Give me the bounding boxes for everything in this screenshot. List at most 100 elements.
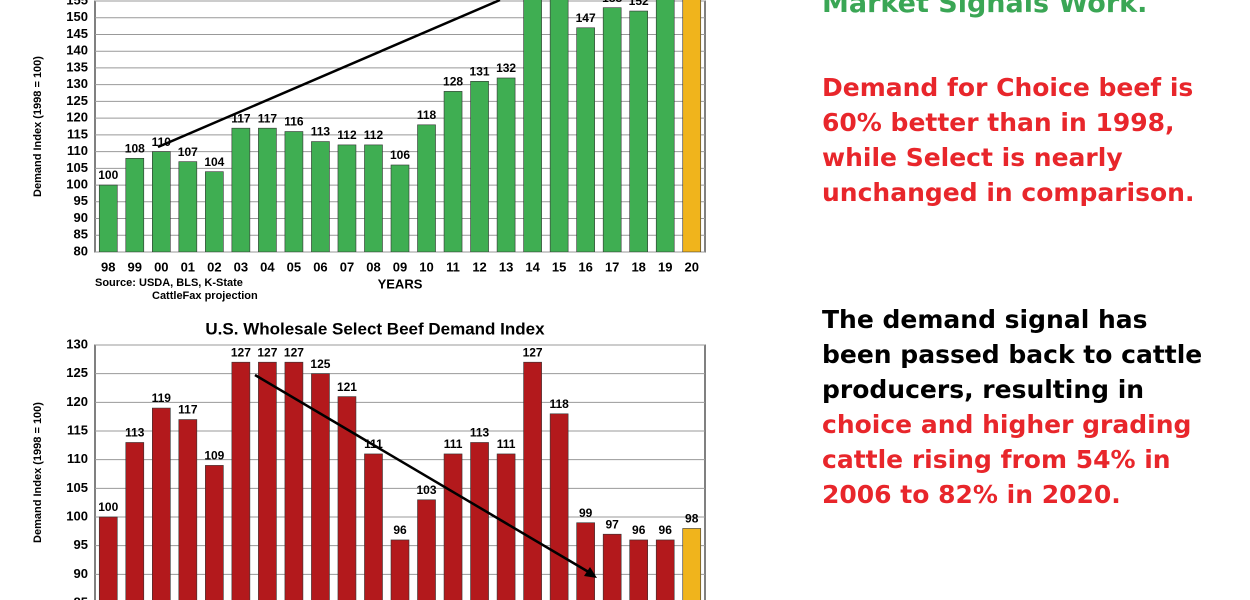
bar bbox=[364, 453, 383, 600]
y-tick-label: 140 bbox=[66, 43, 88, 58]
bar bbox=[284, 361, 304, 600]
bar bbox=[470, 442, 489, 600]
data-label: 132 bbox=[496, 61, 516, 75]
data-label: 125 bbox=[310, 357, 330, 371]
y-tick-label: 115 bbox=[67, 126, 88, 141]
data-label: 104 bbox=[204, 155, 224, 169]
data-label: 113 bbox=[125, 426, 145, 440]
x-tick-label: 06 bbox=[313, 259, 327, 274]
data-label: 110 bbox=[152, 135, 172, 149]
data-label: 96 bbox=[393, 523, 407, 537]
bar bbox=[576, 27, 595, 252]
source-note: CattleFax projection bbox=[152, 290, 258, 302]
y-tick-label: 90 bbox=[74, 210, 88, 225]
bar bbox=[311, 373, 330, 600]
bar bbox=[655, 539, 675, 600]
x-tick-label: 10 bbox=[419, 259, 433, 274]
bar bbox=[337, 396, 357, 600]
y-tick-label: 85 bbox=[74, 594, 88, 600]
y-axis-title: Demand Index (1998 = 100) bbox=[32, 56, 44, 197]
data-label: 113 bbox=[470, 426, 490, 440]
bar bbox=[125, 442, 145, 600]
bar bbox=[470, 81, 489, 252]
y-tick-label: 120 bbox=[66, 394, 88, 409]
y-tick-label: 130 bbox=[66, 336, 88, 351]
bar bbox=[152, 407, 171, 600]
y-tick-label: 125 bbox=[66, 365, 88, 380]
x-tick-label: 00 bbox=[154, 259, 168, 274]
bar bbox=[125, 157, 145, 252]
y-tick-label: 110 bbox=[67, 451, 88, 466]
data-label: 127 bbox=[257, 345, 277, 359]
x-tick-label: 13 bbox=[499, 259, 513, 274]
data-label: 103 bbox=[417, 483, 437, 497]
paragraph-text: The demand signal has been passed back t… bbox=[822, 305, 1203, 404]
y-tick-label: 125 bbox=[66, 93, 88, 108]
data-label: 107 bbox=[178, 145, 198, 159]
x-tick-label: 11 bbox=[446, 259, 460, 274]
y-tick-label: 105 bbox=[66, 160, 88, 175]
bar bbox=[152, 151, 171, 252]
y-tick-label: 105 bbox=[66, 480, 88, 495]
data-label: 128 bbox=[443, 75, 463, 89]
data-label: 96 bbox=[659, 523, 673, 537]
bar bbox=[523, 361, 542, 600]
data-label: 119 bbox=[152, 391, 172, 405]
x-tick-label: 09 bbox=[393, 259, 407, 274]
data-label: 99 bbox=[579, 506, 593, 520]
bar bbox=[443, 453, 463, 600]
data-label: 100 bbox=[98, 168, 118, 182]
bar bbox=[98, 516, 118, 600]
data-label: 127 bbox=[231, 345, 251, 359]
data-label: 97 bbox=[605, 517, 619, 531]
source-note: Source: USDA, BLS, K-State bbox=[95, 277, 243, 289]
y-tick-label: 95 bbox=[74, 537, 88, 552]
bar bbox=[496, 77, 516, 252]
data-label: 127 bbox=[284, 345, 304, 359]
bar bbox=[549, 0, 569, 252]
x-axis-title: YEARS bbox=[378, 276, 423, 291]
bar bbox=[258, 127, 277, 252]
trend-arrow bbox=[254, 373, 593, 576]
data-label: 152 bbox=[629, 0, 649, 8]
bar bbox=[523, 0, 542, 252]
data-label: 113 bbox=[311, 125, 331, 139]
bar bbox=[337, 144, 357, 252]
bar bbox=[417, 124, 436, 252]
paragraph: Demand for Choice beef is 60% better tha… bbox=[822, 73, 1195, 207]
arrow-head bbox=[584, 567, 597, 578]
data-label: 117 bbox=[258, 111, 278, 125]
data-label: 118 bbox=[549, 397, 569, 411]
bar bbox=[390, 164, 410, 252]
x-tick-label: 20 bbox=[685, 259, 699, 274]
bar bbox=[231, 361, 251, 600]
bar bbox=[284, 131, 304, 252]
bar bbox=[602, 7, 622, 252]
data-label: 131 bbox=[470, 64, 490, 78]
x-tick-label: 12 bbox=[472, 259, 486, 274]
bar bbox=[364, 144, 383, 252]
bar bbox=[231, 127, 251, 252]
data-label: 111 bbox=[444, 437, 463, 451]
data-label: 96 bbox=[632, 523, 646, 537]
y-tick-label: 120 bbox=[66, 110, 88, 125]
bar bbox=[390, 539, 410, 600]
bar bbox=[629, 539, 648, 600]
bar bbox=[178, 161, 198, 252]
chart-title: U.S. Wholesale Select Beef Demand Index bbox=[205, 319, 545, 338]
data-label: 98 bbox=[685, 512, 699, 526]
bars bbox=[98, 0, 702, 252]
paragraph-highlight: choice and higher grading cattle rising … bbox=[822, 410, 1192, 509]
bar bbox=[98, 184, 118, 252]
bar bbox=[417, 499, 436, 600]
bar bbox=[549, 413, 569, 600]
x-tick-label: 18 bbox=[631, 259, 645, 274]
data-label: 116 bbox=[284, 115, 304, 129]
data-label: 118 bbox=[417, 108, 437, 122]
bar bbox=[311, 141, 330, 252]
x-tick-label: 99 bbox=[128, 259, 142, 274]
data-label: 111 bbox=[497, 437, 516, 451]
bar bbox=[178, 419, 198, 600]
